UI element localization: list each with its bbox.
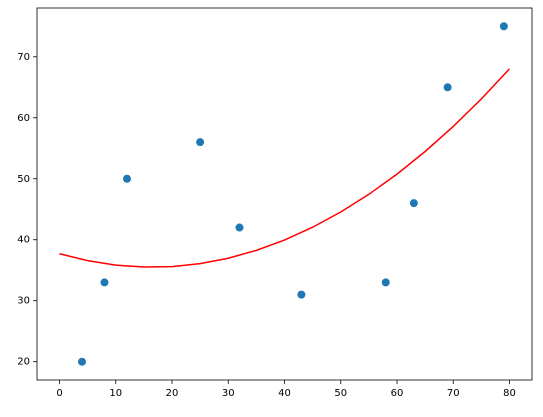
x-tick-label: 60: [391, 388, 404, 399]
y-tick-label: 30: [17, 296, 30, 307]
point: [499, 22, 508, 31]
x-tick-label: 80: [503, 388, 516, 399]
point: [297, 290, 306, 299]
point: [443, 83, 452, 92]
point: [409, 199, 418, 208]
y-tick-label: 70: [17, 52, 30, 63]
plot-frame: [36, 7, 533, 381]
x-tick-label: 50: [334, 388, 347, 399]
point: [196, 138, 205, 147]
fit-line: [59, 68, 511, 268]
x-tick-label: 40: [278, 388, 291, 399]
x-tick-label: 20: [166, 388, 179, 399]
point: [100, 278, 109, 287]
x-tick-label: 30: [222, 388, 235, 399]
x-tick-label: 10: [109, 388, 122, 399]
y-tick-label: 20: [17, 357, 30, 368]
point: [381, 278, 390, 287]
point: [123, 174, 131, 183]
point: [78, 357, 86, 366]
y-tick-label: 40: [17, 235, 30, 246]
y-tick-label: 50: [17, 174, 30, 185]
x-tick-label: 70: [447, 388, 460, 399]
x-tick-label: 0: [56, 388, 62, 399]
point: [235, 223, 244, 232]
y-tick-label: 60: [17, 113, 30, 124]
